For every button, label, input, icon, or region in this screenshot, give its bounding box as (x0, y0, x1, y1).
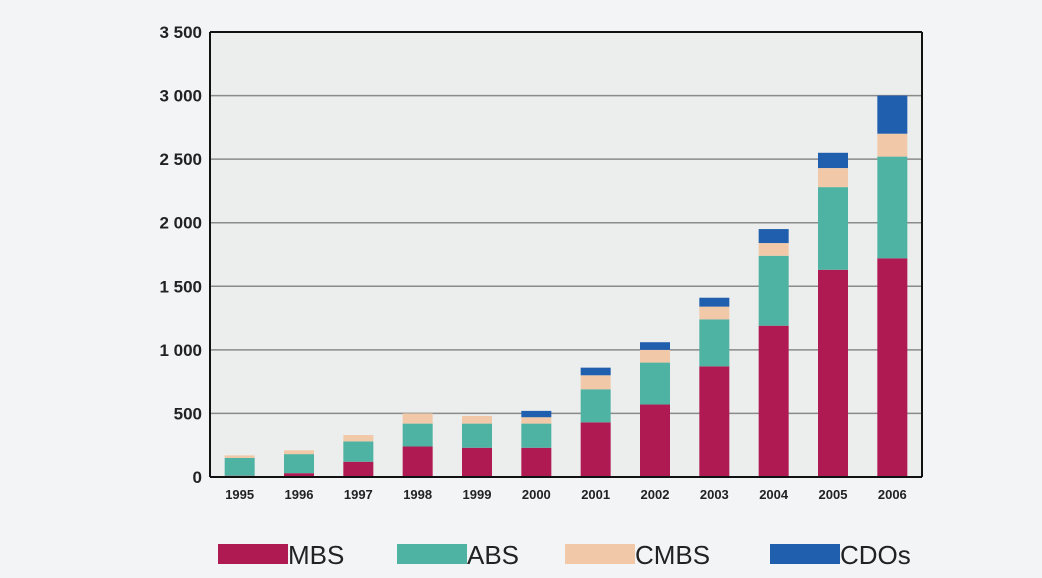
bar-cdos-2005 (818, 152, 848, 169)
bar-abs-2001 (580, 389, 611, 423)
bar-abs-2000 (521, 423, 552, 448)
x-tick-labels: 1995 1996 1997 1998 1999 2000 2001 2002 2003 2004… (225, 487, 907, 502)
bar-cmbs-1996 (284, 450, 314, 455)
bar-mbs-2002 (640, 404, 670, 477)
bar-cdos-2003 (699, 297, 730, 307)
bar-cmbs-1995 (224, 455, 255, 458)
bar-mbs-2003 (699, 366, 730, 477)
bar-cdos-2006 (877, 95, 908, 134)
bar-cmbs-2000 (521, 417, 552, 424)
y-tick-label: 1 000 (159, 341, 202, 360)
x-tick-label: 2002 (641, 487, 670, 502)
bar-abs-1996 (284, 454, 314, 474)
bar-abs-2006 (877, 156, 908, 259)
bar-abs-2002 (640, 362, 670, 405)
y-tick-label: 3 000 (159, 87, 202, 106)
gridlines (210, 94, 922, 415)
x-tick-label: 2003 (700, 487, 729, 502)
y-tick-label: 500 (174, 404, 202, 423)
bar-mbs-1998 (402, 446, 433, 477)
bar-cdos-2004 (758, 229, 789, 244)
bar-cmbs-2004 (758, 243, 789, 256)
bar-mbs-1996 (284, 473, 314, 477)
y-tick-label: 2 500 (159, 150, 202, 169)
y-tick-label: 2 000 (159, 214, 202, 233)
bar-abs-1998 (402, 423, 433, 447)
x-tick-label: 2000 (522, 487, 551, 502)
bar-abs-1995 (224, 457, 255, 476)
bar-cmbs-2005 (818, 168, 848, 188)
x-tick-label: 2004 (759, 487, 789, 502)
legend-swatch-cmbs (565, 544, 635, 564)
legend-label-abs: ABS (467, 540, 519, 570)
bar-cmbs-2003 (699, 306, 730, 320)
bar-cmbs-2001 (580, 375, 611, 390)
bar-abs-1999 (462, 423, 492, 448)
bar-cdos-2000 (521, 410, 552, 418)
legend: MBS ABS CMBS CDOs (218, 540, 911, 570)
bar-cmbs-2002 (640, 349, 670, 363)
bar-mbs-2006 (877, 258, 908, 477)
x-tick-label: 1997 (344, 487, 373, 502)
legend-swatch-mbs (218, 544, 288, 564)
legend-swatch-cdos (770, 544, 840, 564)
bar-mbs-2005 (818, 269, 848, 477)
x-tick-label: 1995 (225, 487, 254, 502)
y-tick-label: 0 (193, 468, 202, 487)
y-tick-labels: 0 500 1 000 1 500 2 000 2 500 3 000 3 500 (159, 23, 202, 487)
bar-cmbs-1997 (343, 435, 374, 442)
x-tick-label: 2005 (819, 487, 848, 502)
x-tick-label: 1999 (463, 487, 492, 502)
x-tick-label: 2001 (581, 487, 610, 502)
x-tick-label: 2006 (878, 487, 907, 502)
y-tick-label: 3 500 (159, 23, 202, 42)
bar-abs-2005 (818, 187, 848, 270)
x-tick-label: 1998 (403, 487, 432, 502)
bar-mbs-1999 (462, 447, 492, 477)
bar-cmbs-1999 (462, 415, 492, 424)
bar-cdos-2002 (640, 342, 670, 350)
y-tick-label: 1 500 (159, 277, 202, 296)
bars (224, 95, 908, 477)
bar-cmbs-1998 (402, 413, 433, 424)
bar-abs-2004 (758, 255, 789, 326)
bar-mbs-2001 (580, 422, 611, 477)
legend-swatch-abs (397, 544, 467, 564)
bar-mbs-2000 (521, 447, 552, 477)
bar-cdos-2001 (580, 367, 611, 376)
legend-label-cmbs: CMBS (635, 540, 710, 570)
bar-abs-1997 (343, 441, 374, 462)
legend-label-mbs: MBS (288, 540, 344, 570)
bar-abs-2003 (699, 319, 730, 367)
bar-mbs-1997 (343, 461, 374, 477)
x-tick-label: 1996 (285, 487, 314, 502)
plot-area (210, 32, 922, 477)
legend-label-cdos: CDOs (840, 540, 911, 570)
bar-cmbs-2006 (877, 133, 908, 157)
bar-mbs-2004 (758, 325, 789, 477)
